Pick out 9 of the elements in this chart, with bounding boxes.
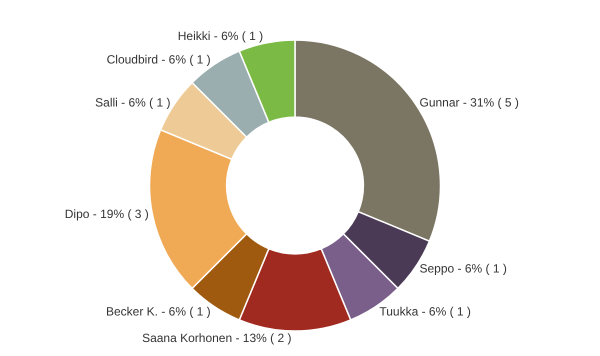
- slice-label: Gunnar - 31% ( 5 ): [419, 96, 519, 110]
- slice-label: Seppo - 6% ( 1 ): [419, 261, 507, 276]
- slice-label: Becker K. - 6% ( 1 ): [106, 304, 211, 318]
- slice-label: Saana Korhonen - 13% ( 2 ): [142, 331, 292, 345]
- slice-label: Tuukka - 6% ( 1 ): [379, 304, 471, 318]
- slice-label: Salli - 6% ( 1 ): [95, 96, 171, 110]
- slice-label: Dipo - 19% ( 3 ): [64, 207, 149, 222]
- slice-label: Cloudbird - 6% ( 1 ): [106, 52, 211, 67]
- slice-label: Heikki - 6% ( 1 ): [178, 29, 264, 44]
